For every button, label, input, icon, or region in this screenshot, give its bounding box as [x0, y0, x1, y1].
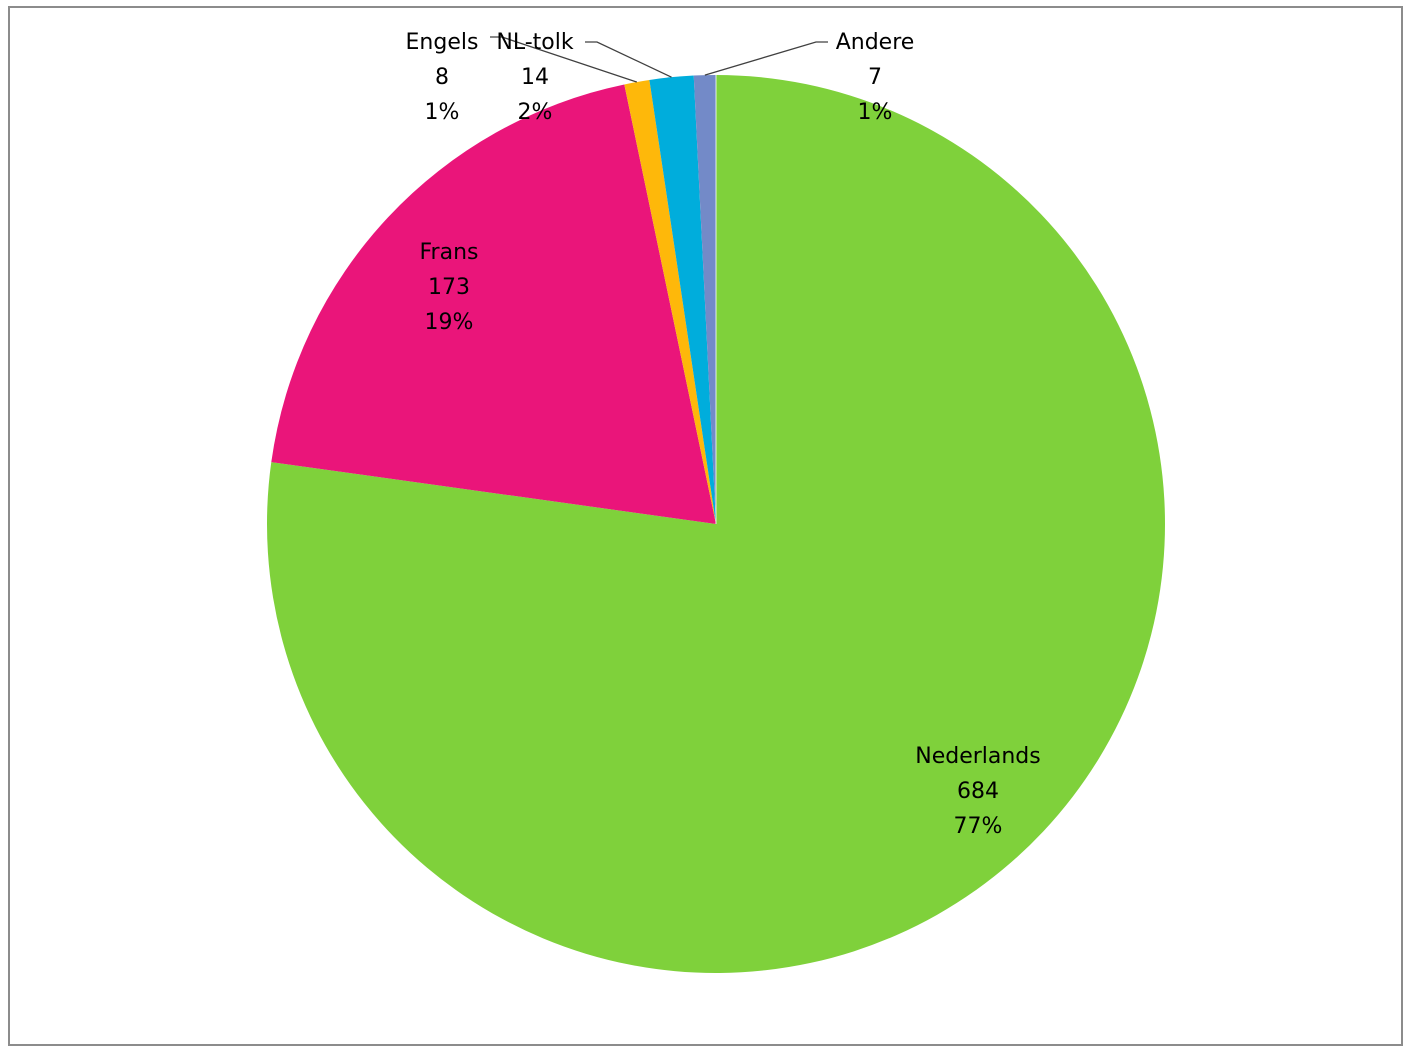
data-labels: Nederlands 684 77% Frans 173 19% Engels 8 1% NL-t…: [406, 30, 1041, 839]
percent-label-frans: 19%: [425, 310, 474, 335]
category-label-nederlands: Nederlands: [915, 744, 1041, 769]
leader-line-engels: [490, 36, 638, 83]
category-label-nl-tolk: NL-tolk: [496, 30, 573, 55]
leader-line-nl-tolk: [585, 41, 672, 78]
value-label-engels: 8: [435, 65, 449, 90]
leader-line-andere: [704, 41, 828, 76]
category-label-engels: Engels: [406, 30, 479, 55]
pie-slices: [267, 75, 1165, 973]
category-label-andere: Andere: [836, 30, 915, 55]
percent-label-engels: 1%: [425, 100, 460, 125]
percent-label-nederlands: 77%: [954, 814, 1003, 839]
value-label-frans: 173: [428, 275, 470, 300]
value-label-andere: 7: [868, 65, 882, 90]
category-label-frans: Frans: [420, 240, 479, 265]
pie-slice-andere: [693, 75, 716, 524]
pie-slice-nl-tolk: [649, 75, 716, 525]
percent-label-andere: 1%: [858, 100, 893, 125]
value-label-nl-tolk: 14: [521, 65, 549, 90]
pie-slice-frans: [271, 84, 716, 524]
percent-label-nl-tolk: 2%: [518, 100, 553, 125]
leader-lines: [490, 36, 828, 83]
pie-slice-engels: [624, 79, 716, 525]
value-label-nederlands: 684: [957, 779, 999, 804]
